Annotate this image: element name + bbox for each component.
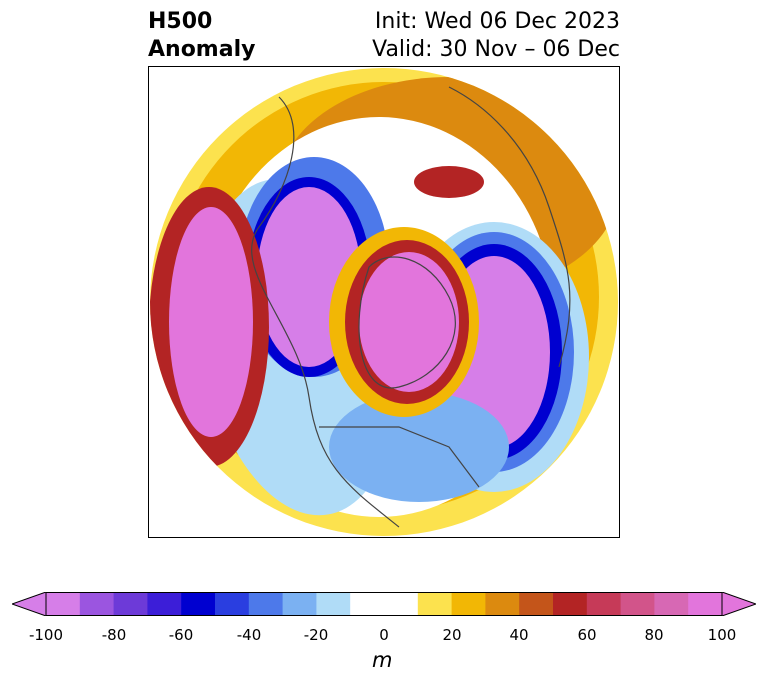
colorbar-outline <box>45 592 723 616</box>
colorbar-segment <box>46 592 81 616</box>
colorbar-segment <box>586 592 622 616</box>
colorbar-segment <box>654 592 689 616</box>
positive-anomaly-northeast-pacific <box>169 207 253 437</box>
colorbar-segment <box>316 592 351 616</box>
colorbar-segment <box>248 592 284 616</box>
tick-label: 0 <box>379 626 389 644</box>
title-left: H500 Anomaly <box>148 8 255 64</box>
title-variable: H500 <box>148 9 213 34</box>
colorbar-segment <box>451 592 486 616</box>
colorbar-segment <box>519 592 554 616</box>
tick-label: -60 <box>168 626 194 644</box>
tick-label: 80 <box>644 626 664 644</box>
colorbar-segment <box>417 592 453 616</box>
valid-period: Valid: 30 Nov – 06 Dec <box>372 37 620 62</box>
colorbar-segment <box>215 592 250 616</box>
colorbar-segment <box>147 592 182 616</box>
positive-anomaly-arctic <box>359 252 459 392</box>
colorbar-segment <box>181 592 216 616</box>
colorbar-segment <box>350 592 385 616</box>
colorbar-segment <box>113 592 148 616</box>
tick-label: 40 <box>509 626 529 644</box>
colorbar-segment <box>282 592 317 616</box>
title-field: Anomaly <box>148 37 256 62</box>
init-time: Init: Wed 06 Dec 2023 <box>374 9 620 34</box>
tick-label: 20 <box>442 626 462 644</box>
colorbar-segment <box>553 592 588 616</box>
title-right: Init: Wed 06 Dec 2023 Valid: 30 Nov – 06… <box>372 8 620 64</box>
colorbar-segment <box>485 592 520 616</box>
colorbar-extend-max <box>721 592 756 616</box>
tick-label: 100 <box>707 626 737 644</box>
colorbar-segment <box>688 592 723 616</box>
anomaly-map <box>150 68 618 536</box>
colorbar-segment <box>79 592 115 616</box>
tick-label: -80 <box>101 626 127 644</box>
colorbar-extend-min <box>12 592 47 616</box>
colorbar-segment <box>620 592 655 616</box>
colorbar-segment <box>384 592 419 616</box>
tick-label: 60 <box>577 626 597 644</box>
tick-label: -20 <box>303 626 329 644</box>
tick-label: -40 <box>236 626 262 644</box>
colorbar <box>12 592 756 616</box>
positive-anomaly-northern-asia <box>414 166 484 198</box>
colorbar-unit: m <box>372 648 393 672</box>
map-panel <box>148 66 620 538</box>
tick-label: -100 <box>28 626 64 644</box>
